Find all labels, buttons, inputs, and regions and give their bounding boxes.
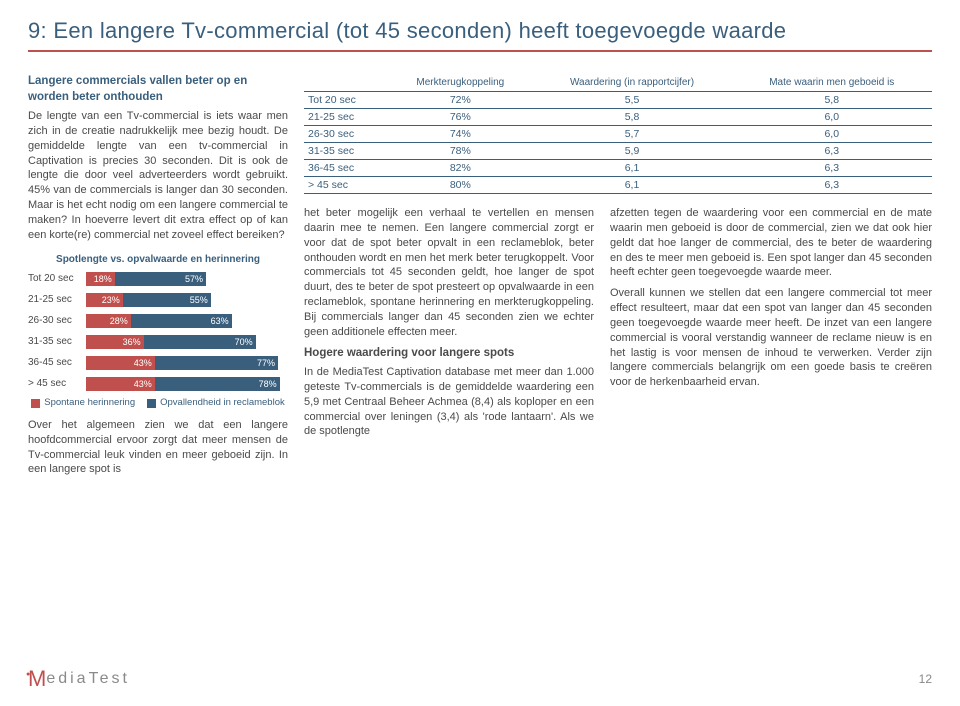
table-cell: 72% (388, 92, 532, 109)
chart-row: 26-30 sec28%63% (28, 312, 288, 330)
chart-bar-track: 36%70% (86, 335, 288, 349)
legend-label-2: Opvallendheid in reclameblok (160, 397, 285, 410)
chart-bar-series2: 78% (155, 377, 280, 391)
chart-bar-series1: 18% (86, 272, 115, 286)
chart-bar-series1: 43% (86, 356, 155, 370)
table-cell: 6,3 (732, 143, 932, 160)
table-cell: 5,8 (533, 109, 732, 126)
table-cell: 82% (388, 160, 532, 177)
left-paragraph-1: De lengte van een Tv-commercial is iets … (28, 109, 288, 243)
chart-row: 31-35 sec36%70% (28, 333, 288, 351)
table-header-cell: Waardering (in rapportcijfer) (533, 74, 732, 92)
table-row: Tot 20 sec72%5,55,8 (304, 92, 932, 109)
table-cell: 5,7 (533, 126, 732, 143)
table-cell: 80% (388, 177, 532, 194)
footer: MediaTest 12 (28, 666, 932, 692)
chart-bar-track: 43%77% (86, 356, 288, 370)
table-cell: 6,0 (732, 109, 932, 126)
chart-category-label: 31-35 sec (28, 335, 86, 349)
chart-row: 36-45 sec43%77% (28, 354, 288, 372)
table-header-cell (304, 74, 388, 92)
logo: MediaTest (28, 666, 130, 692)
chart-bar-series2: 57% (115, 272, 206, 286)
table-cell: 6,3 (732, 160, 932, 177)
chart-category-label: 26-30 sec (28, 314, 86, 328)
right-paragraph-2: Overall kunnen we stellen dat een langer… (610, 286, 932, 390)
table-cell: 6,1 (533, 160, 732, 177)
table-cell: 78% (388, 143, 532, 160)
table-row: 21-25 sec76%5,86,0 (304, 109, 932, 126)
chart-legend: Spontane herinnering Opvallendheid in re… (28, 397, 288, 410)
content-columns: Langere commercials vallen beter op en w… (28, 74, 932, 483)
table-cell: 21-25 sec (304, 109, 388, 126)
right-block: MerkterugkoppelingWaardering (in rapport… (304, 74, 932, 483)
chart-bar-series1: 43% (86, 377, 155, 391)
table-row: 31-35 sec78%5,96,3 (304, 143, 932, 160)
chart-category-label: Tot 20 sec (28, 272, 86, 286)
table-cell: 74% (388, 126, 532, 143)
chart-bar-track: 43%78% (86, 377, 288, 391)
chart-bar-series2: 77% (155, 356, 278, 370)
left-paragraph-2: Over het algemeen zien we dat een langer… (28, 418, 288, 477)
title-bar: 9: Een langere Tv-commercial (tot 45 sec… (28, 18, 932, 52)
chart-bar-series1: 36% (86, 335, 144, 349)
column-left: Langere commercials vallen beter op en w… (28, 74, 288, 483)
logo-text: ediaTest (46, 670, 130, 688)
legend-swatch-2 (147, 399, 156, 408)
table-cell: 5,9 (533, 143, 732, 160)
legend-swatch-1 (31, 399, 40, 408)
table-row: 26-30 sec74%5,76,0 (304, 126, 932, 143)
legend-item-1: Spontane herinnering (31, 397, 135, 410)
column-right: afzetten tegen de waardering voor een co… (610, 206, 932, 445)
mid-paragraph-1: het beter mogelijk een verhaal te vertel… (304, 206, 594, 340)
right-paragraph-1: afzetten tegen de waardering voor een co… (610, 206, 932, 280)
table-header-cell: Merkterugkoppeling (388, 74, 532, 92)
table-cell: 5,8 (732, 92, 932, 109)
table-header-cell: Mate waarin men geboeid is (732, 74, 932, 92)
table-cell: Tot 20 sec (304, 92, 388, 109)
table-cell: 36-45 sec (304, 160, 388, 177)
page-number: 12 (919, 672, 932, 686)
data-table: MerkterugkoppelingWaardering (in rapport… (304, 74, 932, 194)
chart-category-label: 21-25 sec (28, 293, 86, 307)
chart-bar-series1: 28% (86, 314, 131, 328)
chart-row: > 45 sec43%78% (28, 375, 288, 393)
lower-columns: het beter mogelijk een verhaal te vertel… (304, 206, 932, 445)
legend-item-2: Opvallendheid in reclameblok (147, 397, 285, 410)
mid-subhead: Hogere waardering voor langere spots (304, 346, 594, 362)
mid-paragraph-2: In de MediaTest Captivation database met… (304, 365, 594, 439)
chart-bar-series1: 23% (86, 293, 123, 307)
chart-bar-series2: 55% (123, 293, 211, 307)
chart-title: Spotlengte vs. opvalwaarde en herinnerin… (28, 253, 288, 267)
left-subhead: Langere commercials vallen beter op en w… (28, 74, 288, 105)
chart-category-label: 36-45 sec (28, 356, 86, 370)
table-row: > 45 sec80%6,16,3 (304, 177, 932, 194)
table-cell: 31-35 sec (304, 143, 388, 160)
legend-label-1: Spontane herinnering (44, 397, 135, 410)
table-cell: 76% (388, 109, 532, 126)
table-cell: 6,0 (732, 126, 932, 143)
chart-row: Tot 20 sec18%57% (28, 270, 288, 288)
chart-bar-track: 18%57% (86, 272, 288, 286)
table-cell: > 45 sec (304, 177, 388, 194)
chart-bar-series2: 70% (144, 335, 256, 349)
logo-m: M (28, 666, 46, 692)
chart-bar-track: 28%63% (86, 314, 288, 328)
table-cell: 26-30 sec (304, 126, 388, 143)
table-row: 36-45 sec82%6,16,3 (304, 160, 932, 177)
column-middle: het beter mogelijk een verhaal te vertel… (304, 206, 594, 445)
table-cell: 5,5 (533, 92, 732, 109)
table-cell: 6,3 (732, 177, 932, 194)
bar-chart: Spotlengte vs. opvalwaarde en herinnerin… (28, 253, 288, 410)
chart-bar-series2: 63% (131, 314, 232, 328)
page-title: 9: Een langere Tv-commercial (tot 45 sec… (28, 18, 932, 44)
table-cell: 6,1 (533, 177, 732, 194)
chart-bar-track: 23%55% (86, 293, 288, 307)
chart-row: 21-25 sec23%55% (28, 291, 288, 309)
chart-category-label: > 45 sec (28, 377, 86, 391)
